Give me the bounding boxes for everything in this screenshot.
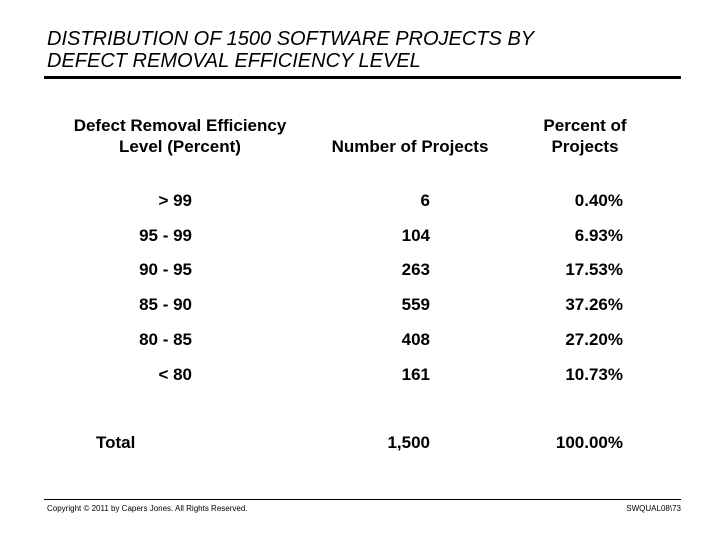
row-5-projects: 408 [401,330,430,349]
copyright-notice: Copyright © 2011 by Capers Jones. All Ri… [47,504,248,513]
title-line-1: DISTRIBUTION OF 1500 SOFTWARE PROJECTS B… [47,28,535,50]
total-percent: 100.00% [555,433,623,452]
footer-divider [44,499,681,500]
row-2-level: 95 - 99 [139,226,192,245]
header-percent-line1: Percent of [543,116,627,135]
row-1-percent: 0.40% [574,191,623,210]
header-efficiency-level-line2: Level (Percent) [119,137,241,156]
slide-id: SWQUAL08\73 [626,504,681,513]
row-2-percent: 6.93% [574,226,623,245]
row-3-projects: 263 [401,260,430,279]
row-6-percent: 10.73% [565,365,623,384]
row-3-percent: 17.53% [565,260,623,279]
header-efficiency-level: Defect Removal Efficiency Level (Percent… [60,115,300,157]
header-percent-line2: Projects [551,137,619,156]
total-projects: 1,500 [387,433,430,452]
title-divider [44,76,681,79]
row-4-percent: 37.26% [565,295,623,314]
row-6-level: < 80 [158,365,192,384]
title-line-2: DEFECT REMOVAL EFFICIENCY LEVEL [47,50,421,72]
header-number-of-projects: Number of Projects [331,137,489,156]
row-4-level: 85 - 90 [139,295,192,314]
row-6-projects: 161 [401,365,430,384]
row-5-level: 80 - 85 [139,330,192,349]
page-title: DISTRIBUTION OF 1500 SOFTWARE PROJECTS B… [47,28,534,72]
row-1-level: > 99 [158,191,192,210]
row-3-level: 90 - 95 [139,260,192,279]
row-5-percent: 27.20% [565,330,623,349]
row-1-projects: 6 [420,191,430,210]
header-efficiency-level-line1: Defect Removal Efficiency [73,116,287,135]
header-percent-of-projects: Percent of Projects [525,115,645,157]
row-2-projects: 104 [401,226,430,245]
row-4-projects: 559 [401,295,430,314]
total-label: Total [96,433,136,452]
